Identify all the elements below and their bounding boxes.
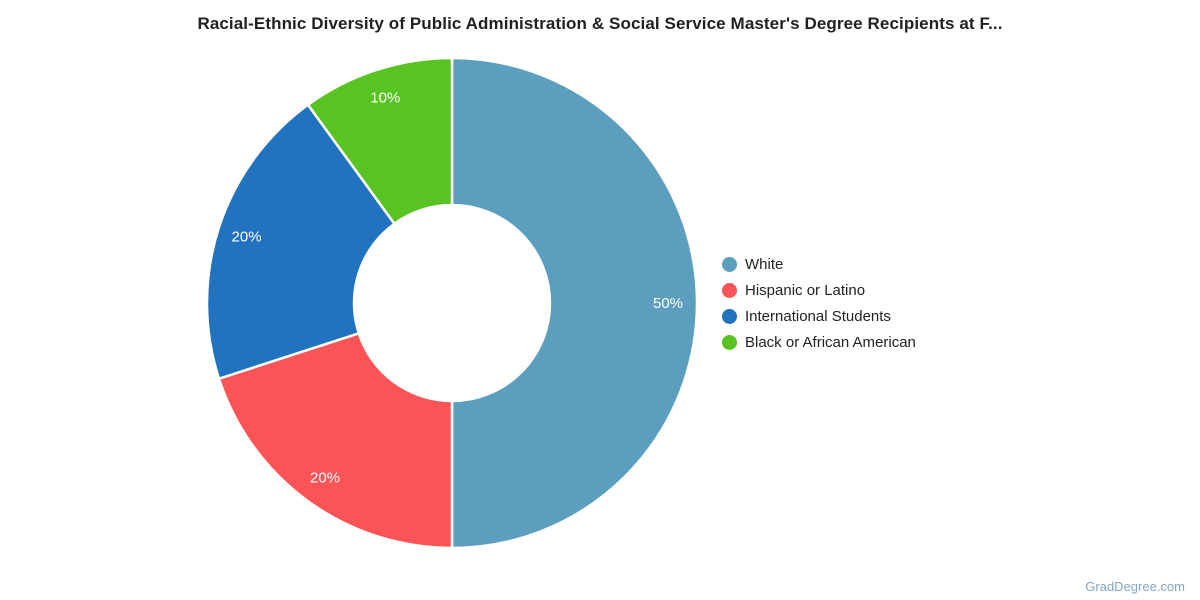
legend: White Hispanic or Latino International S… bbox=[722, 251, 916, 355]
slice-label-black-or-african-american: 10% bbox=[370, 90, 400, 107]
legend-label: White bbox=[745, 255, 784, 273]
legend-item-white: White bbox=[722, 251, 916, 277]
legend-item-hispanic-or-latino: Hispanic or Latino bbox=[722, 277, 916, 303]
legend-label: Black or African American bbox=[745, 333, 916, 351]
pie-slice-international-students[interactable] bbox=[205, 103, 396, 380]
legend-label: International Students bbox=[745, 307, 891, 325]
legend-label: Hispanic or Latino bbox=[745, 281, 866, 299]
pie-slice-white[interactable] bbox=[450, 56, 699, 550]
slice-label-white: 50% bbox=[653, 295, 683, 312]
legend-item-black-or-african-american: Black or African American bbox=[722, 329, 916, 355]
legend-item-international-students: International Students bbox=[722, 303, 916, 329]
pie-slice-hispanic-or-latino[interactable] bbox=[217, 332, 454, 550]
slice-label-hispanic-or-latino: 20% bbox=[310, 470, 340, 487]
chart-title: Racial-Ethnic Diversity of Public Admini… bbox=[197, 14, 1003, 33]
pie-slice-black-or-african-american[interactable] bbox=[306, 56, 454, 225]
slice-label-international-students: 20% bbox=[232, 228, 262, 245]
legend-swatch-international-students bbox=[722, 308, 737, 324]
legend-swatch-black-or-african-american bbox=[722, 334, 737, 350]
watermark-link[interactable]: GradDegree.com bbox=[1085, 579, 1185, 594]
legend-swatch-hispanic-or-latino bbox=[722, 282, 737, 298]
legend-swatch-white bbox=[722, 256, 737, 272]
